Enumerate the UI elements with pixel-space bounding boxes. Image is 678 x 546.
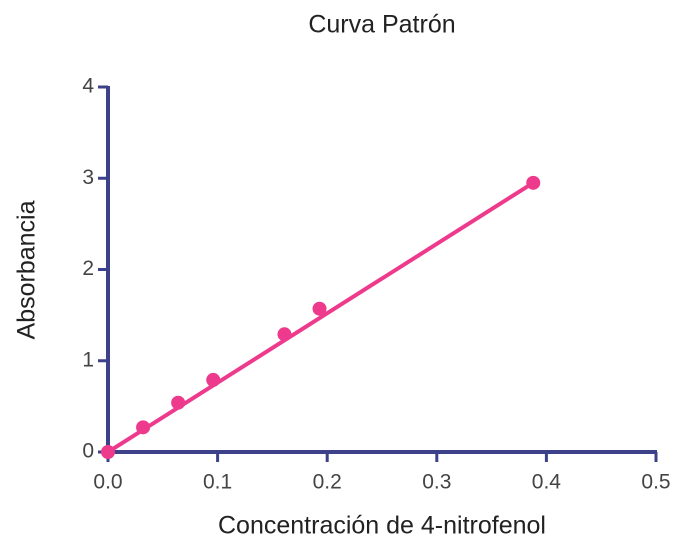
y-axis-label: Absorbancia — [13, 200, 41, 339]
y-tick-label: 0 — [82, 440, 94, 463]
point — [312, 301, 327, 316]
x-tick-label: 0.2 — [313, 471, 342, 494]
y-tick-label: 3 — [82, 166, 94, 189]
point — [206, 372, 221, 387]
x-tick-label: 0.5 — [641, 471, 670, 494]
y-tick-label: 2 — [82, 257, 94, 280]
y-tick-label: 1 — [82, 348, 94, 371]
y-tick-label: 4 — [82, 75, 94, 98]
x-tick-label: 0.1 — [203, 471, 232, 494]
chart-title: Curva Patrón — [308, 11, 455, 39]
x-tick-label: 0.0 — [93, 471, 122, 494]
point — [277, 327, 292, 342]
point — [136, 420, 151, 435]
x-tick-label: 0.4 — [532, 471, 562, 494]
point — [171, 395, 186, 410]
point — [526, 175, 541, 190]
x-axis-label: Concentración de 4-nitrofenol — [218, 512, 546, 540]
x-tick-label: 0.3 — [422, 471, 451, 494]
point — [101, 445, 115, 459]
fit-line — [106, 181, 535, 454]
